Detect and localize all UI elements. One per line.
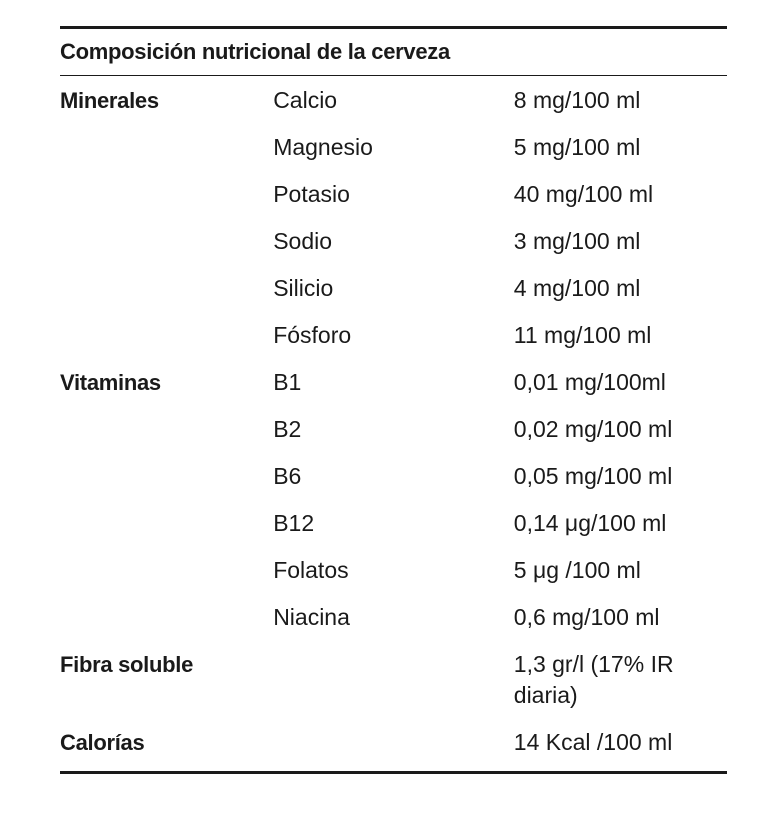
item-name: Fósforo bbox=[273, 322, 352, 348]
item-value: 0,01 mg/100ml bbox=[513, 369, 666, 395]
item-value: 5 mg/100 ml bbox=[513, 134, 641, 160]
group-label bbox=[60, 123, 273, 170]
item-name: Silicio bbox=[273, 275, 334, 301]
table-row: Fósforo 11 mg/100 ml bbox=[60, 311, 727, 358]
item-value: 14 Kcal /100 ml bbox=[513, 729, 673, 755]
item-value: 40 mg/100 ml bbox=[513, 181, 654, 207]
item-name: Calcio bbox=[273, 87, 338, 113]
item-value: 1,3 gr/l (17% IR diaria) bbox=[513, 651, 674, 708]
table-row: Silicio 4 mg/100 ml bbox=[60, 264, 727, 311]
item-name bbox=[273, 640, 514, 718]
item-value: 3 mg/100 ml bbox=[513, 228, 641, 254]
group-label bbox=[60, 546, 273, 593]
table-row: Niacina 0,6 mg/100 ml bbox=[60, 593, 727, 640]
group-label: Calorías bbox=[60, 730, 145, 755]
table-row: B2 0,02 mg/100 ml bbox=[60, 405, 727, 452]
item-name: B1 bbox=[273, 369, 302, 395]
group-label bbox=[60, 593, 273, 640]
item-name: Folatos bbox=[273, 557, 349, 583]
group-label bbox=[60, 452, 273, 499]
table-row: Folatos 5 μg /100 ml bbox=[60, 546, 727, 593]
group-label bbox=[60, 405, 273, 452]
item-name: Sodio bbox=[273, 228, 333, 254]
table-row: Minerales Calcio 8 mg/100 ml bbox=[60, 76, 727, 123]
group-label: Fibra soluble bbox=[60, 652, 194, 677]
item-value: 0,02 mg/100 ml bbox=[513, 416, 673, 442]
item-name: B6 bbox=[273, 463, 302, 489]
item-name: B2 bbox=[273, 416, 302, 442]
group-label bbox=[60, 217, 273, 264]
group-label bbox=[60, 499, 273, 546]
group-label bbox=[60, 264, 273, 311]
table-body: Minerales Calcio 8 mg/100 ml Magnesio 5 mg/1… bbox=[60, 76, 727, 771]
table-row: Sodio 3 mg/100 ml bbox=[60, 217, 727, 264]
item-name: Magnesio bbox=[273, 134, 373, 160]
group-label bbox=[60, 170, 273, 217]
item-value: 0,05 mg/100 ml bbox=[513, 463, 673, 489]
item-value: 5 μg /100 ml bbox=[513, 557, 641, 583]
item-name: Niacina bbox=[273, 604, 350, 630]
group-label: Vitaminas bbox=[60, 370, 161, 395]
item-name: Potasio bbox=[273, 181, 350, 207]
table-row: Vitaminas B1 0,01 mg/100ml bbox=[60, 358, 727, 405]
group-label: Minerales bbox=[60, 88, 159, 113]
item-value: 8 mg/100 ml bbox=[513, 87, 641, 113]
item-name: B12 bbox=[273, 510, 315, 536]
group-label bbox=[60, 311, 273, 358]
table-row: Calorías 14 Kcal /100 ml bbox=[60, 718, 727, 771]
table-row: B12 0,14 μg/100 ml bbox=[60, 499, 727, 546]
nutrition-table: Composición nutricional de la cerveza Mi… bbox=[60, 26, 727, 774]
table-row: Fibra soluble 1,3 gr/l (17% IR diaria) bbox=[60, 640, 727, 718]
item-value: 0,14 μg/100 ml bbox=[513, 510, 667, 536]
item-value: 0,6 mg/100 ml bbox=[513, 604, 660, 630]
table-row: Potasio 40 mg/100 ml bbox=[60, 170, 727, 217]
table-row: B6 0,05 mg/100 ml bbox=[60, 452, 727, 499]
table-title: Composición nutricional de la cerveza bbox=[60, 29, 727, 76]
item-value: 11 mg/100 ml bbox=[513, 322, 652, 348]
item-value: 4 mg/100 ml bbox=[513, 275, 641, 301]
table-row: Magnesio 5 mg/100 ml bbox=[60, 123, 727, 170]
item-name bbox=[273, 718, 514, 771]
